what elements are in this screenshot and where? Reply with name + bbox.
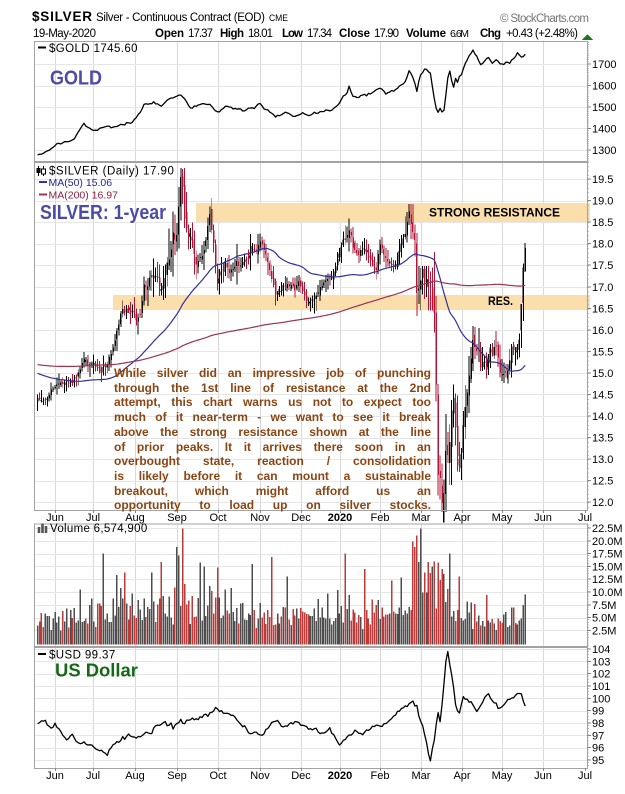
svg-text:20.0M: 20.0M — [592, 536, 623, 548]
svg-text:Close: Close — [339, 28, 370, 40]
svg-text:Jul: Jul — [86, 512, 100, 524]
svg-text:99: 99 — [592, 706, 604, 718]
svg-text:Chg: Chg — [480, 28, 501, 40]
svg-text:15.0: 15.0 — [592, 368, 613, 380]
svg-text:© StockCharts.com: © StockCharts.com — [500, 13, 589, 25]
svg-text:Nov: Nov — [250, 770, 270, 782]
svg-text:17.0: 17.0 — [592, 282, 613, 294]
svg-text:17.5M: 17.5M — [592, 549, 623, 561]
svg-text:12.0: 12.0 — [592, 497, 613, 509]
svg-text:17.37: 17.37 — [188, 28, 213, 40]
svg-text:6.6M: 6.6M — [450, 28, 469, 40]
svg-text:May: May — [492, 770, 513, 782]
svg-text:98: 98 — [592, 718, 604, 730]
svg-text:14.0: 14.0 — [592, 411, 613, 423]
svg-text:2020: 2020 — [328, 770, 352, 782]
svg-text:MA(200) 16.97: MA(200) 16.97 — [49, 190, 119, 202]
svg-text:Jul: Jul — [86, 770, 100, 782]
svg-text:Feb: Feb — [371, 770, 390, 782]
svg-text:Jun: Jun — [534, 770, 552, 782]
svg-text:1500: 1500 — [592, 102, 616, 114]
svg-text:SILVER: 1-year: SILVER: 1-year — [40, 202, 166, 224]
svg-text:Apr: Apr — [453, 512, 470, 524]
svg-text:High: High — [220, 28, 244, 40]
svg-text:95: 95 — [592, 755, 604, 767]
svg-text:Volume 6,574,900: Volume 6,574,900 — [50, 523, 148, 535]
svg-text:100: 100 — [592, 693, 610, 705]
svg-text:$USD 99.37: $USD 99.37 — [49, 650, 116, 662]
svg-text:102: 102 — [592, 669, 610, 681]
svg-text:7.5M: 7.5M — [592, 600, 616, 612]
svg-text:10.0M: 10.0M — [592, 587, 623, 599]
svg-text:RES.: RES. — [488, 294, 513, 308]
svg-text:19.5: 19.5 — [592, 174, 613, 186]
svg-text:104: 104 — [592, 644, 610, 656]
svg-text:Nov: Nov — [250, 512, 270, 524]
svg-text:22.5M: 22.5M — [592, 523, 623, 535]
svg-text:Mar: Mar — [412, 770, 431, 782]
svg-text:Feb: Feb — [371, 512, 390, 524]
svg-text:97: 97 — [592, 730, 604, 742]
svg-text:18.01: 18.01 — [248, 28, 273, 40]
svg-text:101: 101 — [592, 681, 610, 693]
svg-text:May: May — [492, 512, 513, 524]
svg-text:17.34: 17.34 — [307, 28, 333, 40]
svg-text:18.5: 18.5 — [592, 217, 613, 229]
svg-text:16.5: 16.5 — [592, 303, 613, 315]
svg-text:12.5M: 12.5M — [592, 574, 623, 586]
svg-text:1400: 1400 — [592, 124, 616, 136]
svg-text:19-May-2020: 19-May-2020 — [33, 28, 96, 40]
svg-text:US Dollar: US Dollar — [55, 661, 138, 681]
svg-text:Jun: Jun — [46, 512, 64, 524]
svg-text:1300: 1300 — [592, 145, 616, 157]
svg-text:18.0: 18.0 — [592, 239, 613, 251]
svg-text:2020: 2020 — [328, 512, 352, 524]
svg-text:$SILVER: $SILVER — [32, 9, 92, 24]
svg-text:+0.43 (+2.48%): +0.43 (+2.48%) — [506, 28, 578, 40]
svg-text:Apr: Apr — [453, 770, 470, 782]
svg-text:1700: 1700 — [592, 59, 616, 71]
svg-text:Dec: Dec — [291, 512, 311, 524]
svg-text:Jun: Jun — [534, 512, 552, 524]
svg-text:Sep: Sep — [167, 770, 187, 782]
svg-text:$SILVER (Daily) 17.90: $SILVER (Daily) 17.90 — [49, 166, 174, 178]
svg-text:Mar: Mar — [412, 512, 431, 524]
svg-text:13.0: 13.0 — [592, 454, 613, 466]
svg-text:STRONG RESISTANCE: STRONG RESISTANCE — [429, 206, 560, 220]
svg-text:Jul: Jul — [578, 512, 592, 524]
svg-text:16.0: 16.0 — [592, 325, 613, 337]
svg-text:13.5: 13.5 — [592, 433, 613, 445]
svg-text:96: 96 — [592, 743, 604, 755]
svg-text:15.0M: 15.0M — [592, 561, 623, 573]
svg-text:103: 103 — [592, 656, 610, 668]
svg-text:Oct: Oct — [209, 770, 226, 782]
svg-text:MA(50) 15.06: MA(50) 15.06 — [49, 177, 113, 189]
svg-text:$GOLD 1745.60: $GOLD 1745.60 — [49, 43, 138, 55]
svg-text:1600: 1600 — [592, 81, 616, 93]
svg-text:GOLD: GOLD — [50, 68, 102, 90]
svg-text:Aug: Aug — [125, 770, 145, 782]
svg-text:Low: Low — [282, 28, 303, 40]
svg-text:Sep: Sep — [167, 512, 187, 524]
svg-text:Dec: Dec — [291, 770, 311, 782]
svg-text:Volume: Volume — [406, 28, 446, 40]
svg-text:Oct: Oct — [209, 512, 226, 524]
svg-text:Silver - Continuous Contract (: Silver - Continuous Contract (EOD) — [96, 12, 265, 24]
svg-text:2.5M: 2.5M — [592, 625, 616, 637]
svg-text:14.5: 14.5 — [592, 390, 613, 402]
svg-text:17.90: 17.90 — [374, 28, 399, 40]
svg-text:Jul: Jul — [578, 770, 592, 782]
svg-text:15.5: 15.5 — [592, 346, 613, 358]
svg-text:CME: CME — [269, 13, 288, 23]
svg-text:Open: Open — [155, 28, 184, 40]
svg-text:Jun: Jun — [46, 770, 64, 782]
svg-text:17.5: 17.5 — [592, 260, 613, 272]
svg-text:Aug: Aug — [125, 512, 145, 524]
svg-text:19.0: 19.0 — [592, 196, 613, 208]
svg-text:12.5: 12.5 — [592, 476, 613, 488]
svg-text:5.0M: 5.0M — [592, 613, 616, 625]
